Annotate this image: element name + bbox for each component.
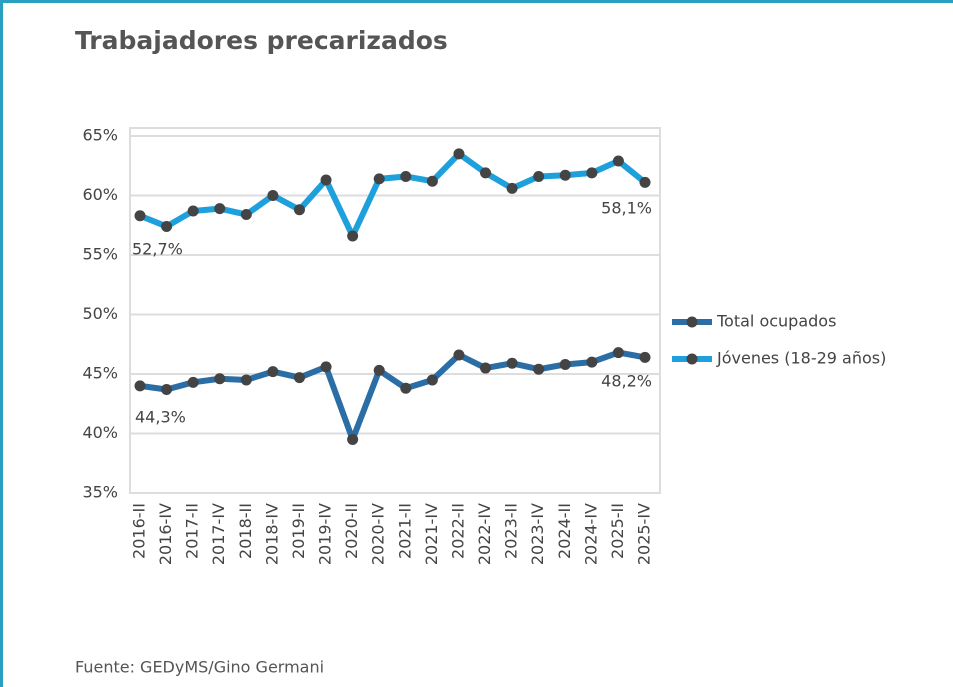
data-point [480,362,492,374]
data-point [559,358,571,370]
x-tick-label: 2019-II [289,503,308,559]
data-point [480,167,492,179]
annotation: 52,7% [132,240,183,259]
x-tick-label: 2025-II [608,503,627,559]
y-tick-label: 65% [82,126,118,145]
x-tick-label: 2019-IV [316,503,335,565]
data-point [453,148,465,160]
data-point [426,374,438,386]
data-point [506,357,518,369]
data-point [373,364,385,376]
y-tick-label: 55% [82,245,118,264]
x-tick-label: 2017-II [183,503,202,559]
annotation: 48,2% [601,372,652,391]
x-tick-label: 2018-IV [262,503,281,565]
data-point [134,380,146,392]
y-tick-label: 45% [82,364,118,383]
chart-title: Trabajadores precarizados [75,26,448,55]
data-point [187,376,199,388]
x-tick-label: 2025-IV [635,503,654,565]
legend-label: Total ocupados [716,312,836,331]
x-tick-label: 2022-II [448,503,467,559]
data-point [293,204,305,216]
data-point [559,169,571,181]
data-point [400,382,412,394]
data-point [586,167,598,179]
x-tick-label: 2022-IV [475,503,494,565]
data-point [400,170,412,182]
x-tick-label: 2023-IV [528,503,547,565]
data-point [426,175,438,187]
data-point [240,374,252,386]
x-tick-label: 2020-IV [369,503,388,565]
data-point [639,351,651,363]
x-tick-label: 2021-II [395,503,414,559]
plot-area [129,127,661,494]
data-point [267,190,279,201]
data-point [134,210,146,222]
x-tick-label: 2018-II [236,503,255,559]
x-tick-label: 2016-IV [156,503,175,565]
x-tick-label: 2024-IV [581,503,600,565]
data-point [267,366,279,378]
data-point [612,155,624,167]
data-point [347,230,359,242]
data-point [373,173,385,185]
data-point [187,205,199,217]
legend-label: Jóvenes (18-29 años) [716,349,886,368]
data-point [320,361,332,373]
legend-marker [686,316,698,328]
annotation: 58,1% [601,199,652,218]
y-tick-label: 60% [82,185,118,204]
x-tick-label: 2024-II [555,503,574,559]
x-tick-label: 2021-IV [422,503,441,565]
data-point [586,356,598,368]
data-point [240,209,252,221]
x-tick-label: 2017-IV [209,503,228,565]
data-point [320,174,332,186]
data-point [533,363,545,375]
data-point [453,349,465,361]
data-point [161,383,173,395]
data-point [347,433,359,445]
legend-marker [686,353,698,365]
data-point [161,220,173,232]
data-point [639,176,651,188]
data-point [293,372,305,384]
annotation: 44,3% [135,408,186,427]
x-tick-label: 2016-II [130,503,149,559]
y-tick-label: 35% [82,483,118,502]
data-point [214,203,226,215]
y-tick-label: 40% [82,423,118,442]
data-point [612,347,624,359]
data-point [214,373,226,385]
x-tick-label: 2023-II [502,503,521,559]
y-tick-label: 50% [82,304,118,323]
x-tick-label: 2020-II [342,503,361,559]
data-point [506,182,518,194]
data-point [533,170,545,182]
source: Fuente: GEDyMS/Gino Germani [75,658,324,677]
